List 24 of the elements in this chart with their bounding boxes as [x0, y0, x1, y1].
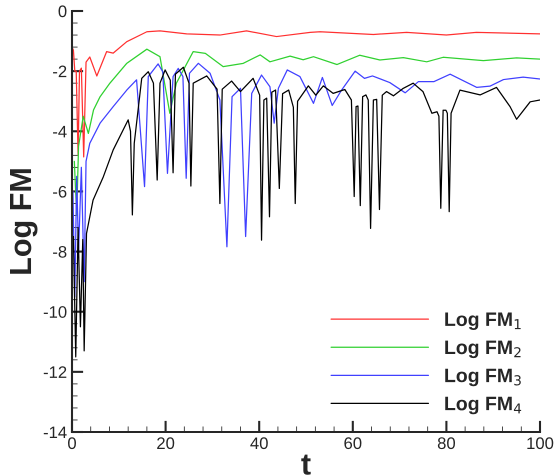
- line-series: [72, 62, 540, 298]
- x-tick-label: 20: [157, 437, 174, 450]
- x-tick-label: 0: [68, 437, 76, 450]
- y-axis-title: Log FM: [10, 169, 38, 274]
- x-tick-label: 100: [527, 437, 554, 450]
- y-tick-label: -4: [53, 126, 67, 138]
- x-tick-label: 60: [344, 437, 362, 450]
- x-axis-title: t: [301, 454, 311, 475]
- y-tick-label: -10: [44, 306, 66, 318]
- y-tick-label: -8: [53, 246, 66, 258]
- line-series: [72, 66, 540, 358]
- y-tick-label: -12: [44, 366, 66, 378]
- legend-label: Log FM$_{3}$: [445, 368, 521, 386]
- legend-label: Log FM$_{4}$: [445, 396, 522, 414]
- legend-label: Log FM$_{1}$: [445, 312, 521, 330]
- legend-label: Log FM$_{2}$: [445, 340, 521, 358]
- y-tick-label: -6: [53, 186, 66, 198]
- x-tick-label: 40: [250, 437, 268, 450]
- line-series: [74, 48, 540, 216]
- y-tick-label: 0: [58, 5, 66, 18]
- y-tick-label: -14: [44, 426, 67, 438]
- line-series: [72, 30, 540, 158]
- x-tick-label: 80: [438, 437, 456, 450]
- y-tick-label: -2: [53, 66, 66, 78]
